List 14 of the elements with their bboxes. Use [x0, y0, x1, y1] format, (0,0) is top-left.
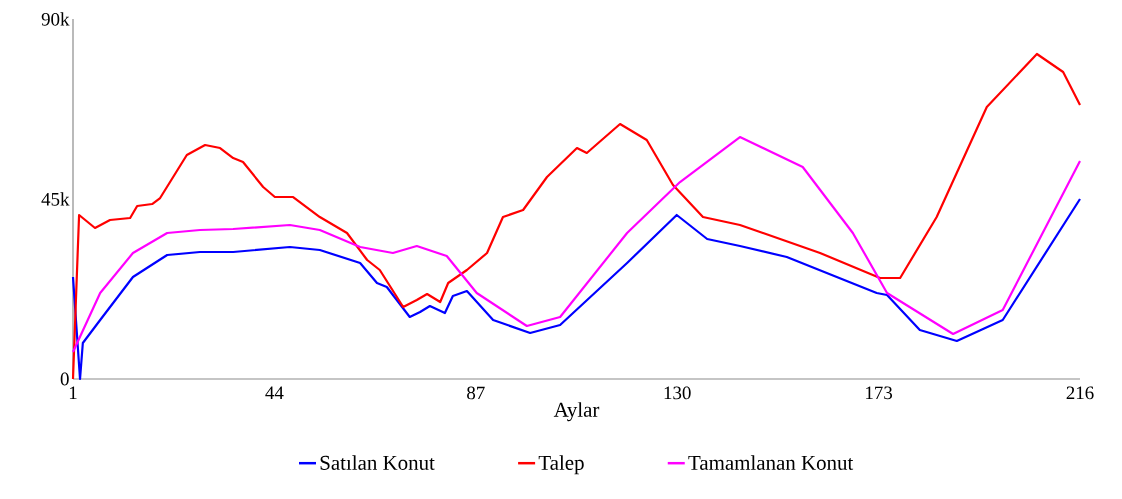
- x-tick-label: 1: [69, 386, 77, 399]
- y-tick-label: 45k: [41, 192, 70, 206]
- x-tick-label: 87: [467, 386, 485, 400]
- legend-label: Satılan Konut: [320, 455, 435, 470]
- y-tick-label: 90k: [41, 12, 70, 26]
- x-tick-label: 216: [1066, 386, 1094, 400]
- x-tick-label: 44: [265, 386, 284, 399]
- y-tick-label: 0: [60, 372, 69, 386]
- line-series: [71, 135, 1082, 354]
- legend-label: Tamamlanan Konut: [688, 455, 854, 470]
- x-axis-title: Aylar: [553, 402, 600, 422]
- x-tick-label: 130: [664, 386, 691, 400]
- legend-label: Talep: [538, 455, 584, 475]
- x-tick-label: 173: [866, 386, 893, 400]
